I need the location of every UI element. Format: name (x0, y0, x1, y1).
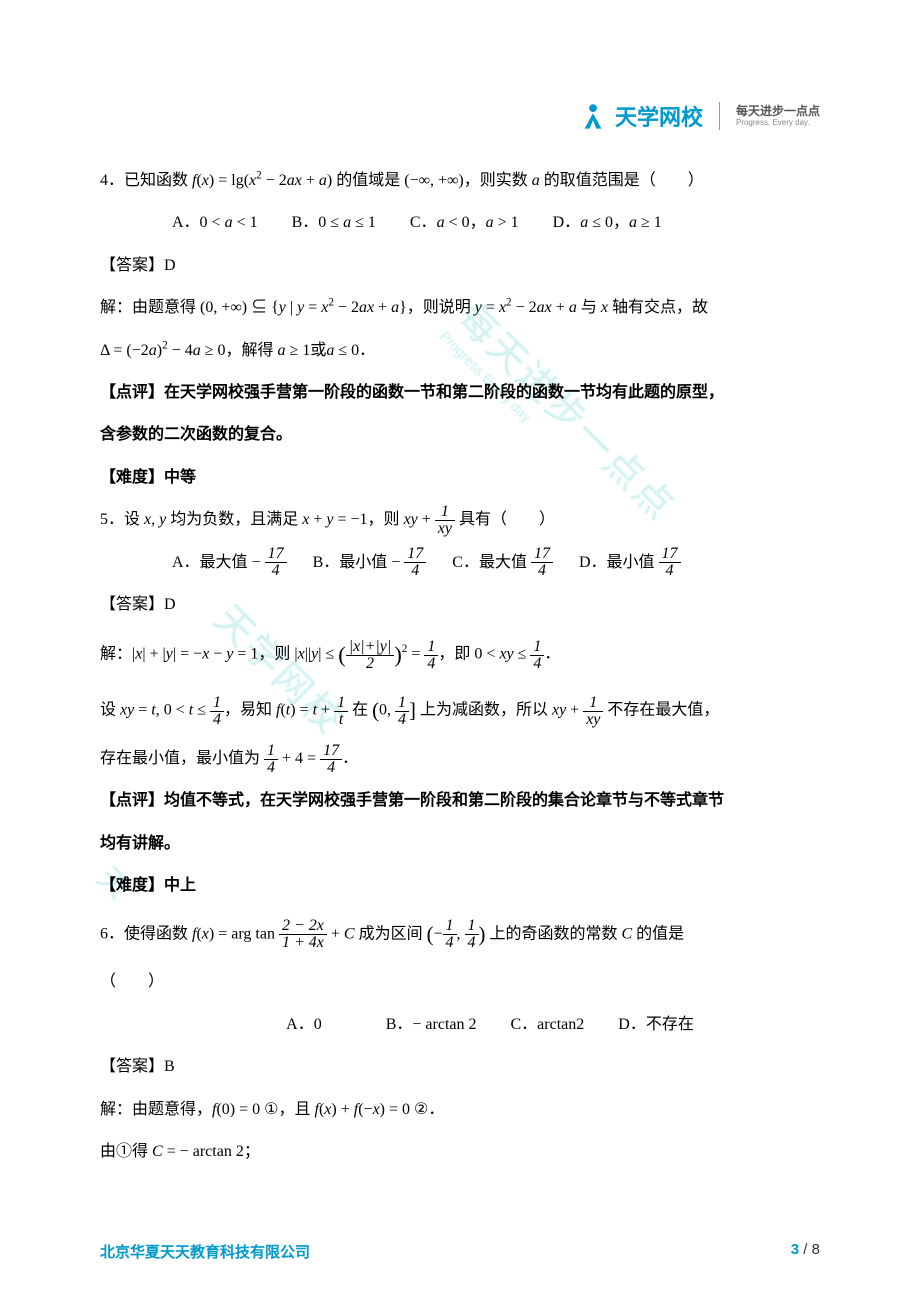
page-total: 8 (812, 1241, 820, 1258)
q4-opt-b: B．0 ≤ a ≤ 1 (292, 214, 376, 231)
q5-sol-3: 存在最小值，最小值为 14 + 4 = 174． (100, 740, 820, 778)
q6-opt-a: A．0 (286, 1016, 322, 1033)
q5-sol-2: 设 xy = t, 0 < t ≤ 14，易知 f(t) = t + 1t 在 … (100, 686, 820, 736)
q5-comment-2: 均有讲解。 (100, 825, 820, 863)
q4-sol-1: 解：由题意得 (0, +∞) ⊆ {y | y = x2 − 2ax + a}，… (100, 289, 820, 327)
q4-opt-a: A．0 < a < 1 (172, 214, 258, 231)
tagline-cn: 每天进步一点点 (736, 104, 820, 118)
q6-stem: 6．使得函数 f(x) = arg tan 2 − 2x1 + 4x + C 成… (100, 910, 820, 960)
brand-logo: 天学网校 每天进步一点点 Progress. Every day. (579, 100, 820, 132)
q5-sol-1: 解：|x| + |y| = −x − y = 1，则 |x||y| ≤ (|x|… (100, 628, 820, 682)
q5-opt-c: C．最大值 174 (452, 554, 553, 571)
q4-options: A．0 < a < 1 B．0 ≤ a ≤ 1 C．a < 0，a > 1 D．… (100, 204, 820, 242)
page-footer: 北京华夏天天教育科技有限公司 3 / 8 (100, 1241, 820, 1262)
q4-opt-d: D．a ≤ 0，a ≥ 1 (553, 214, 662, 231)
q5-comment-1: 【点评】均值不等式，在天学网校强手营第一阶段和第二阶段的集合论章节与不等式章节 (100, 782, 820, 820)
q5-stem: 5．设 x, y 均为负数，且满足 x + y = −1，则 xy + 1xy … (100, 501, 820, 539)
q6-sol-1: 解：由题意得，f(0) = 0 ①，且 f(x) + f(−x) = 0 ②． (100, 1091, 820, 1129)
tagline-en: Progress. Every day. (736, 118, 820, 128)
header-divider (719, 102, 720, 130)
logo-text: 天学网校 (615, 100, 703, 132)
q5-options: A．最大值 − 174 B．最小值 − 174 C．最大值 174 D．最小值 … (100, 544, 820, 582)
q6-blank: （ ） (100, 963, 820, 1001)
q5-difficulty: 【难度】中上 (100, 867, 820, 905)
q4-difficulty: 【难度】中等 (100, 459, 820, 497)
q5-answer: 【答案】D (100, 586, 820, 624)
q4-sol-2: Δ = (−2a)2 − 4a ≥ 0，解得 a ≥ 1或a ≤ 0． (100, 332, 820, 370)
q6-answer: 【答案】B (100, 1048, 820, 1086)
page-current: 3 (791, 1241, 799, 1258)
footer-company: 北京华夏天天教育科技有限公司 (100, 1241, 310, 1262)
tagline: 每天进步一点点 Progress. Every day. (736, 104, 820, 128)
q4-opt-c: C．a < 0，a > 1 (410, 214, 519, 231)
document-body: 4．已知函数 f(x) = lg(x2 − 2ax + a) 的值域是 (−∞,… (100, 162, 820, 1171)
q6-opt-b: B．− arctan 2 (386, 1016, 477, 1033)
q6-options: A．0 B．− arctan 2 C．arctan2 D．不存在 (100, 1006, 820, 1044)
q4-comment-2: 含参数的二次函数的复合。 (100, 416, 820, 454)
page-header: 天学网校 每天进步一点点 Progress. Every day. (100, 100, 820, 132)
q5-opt-b: B．最小值 − 174 (313, 554, 427, 571)
q4-comment-1: 【点评】在天学网校强手营第一阶段的函数一节和第二阶段的函数一节均有此题的原型， (100, 374, 820, 412)
q4-stem: 4．已知函数 f(x) = lg(x2 − 2ax + a) 的值域是 (−∞,… (100, 162, 820, 200)
q6-opt-c: C．arctan2 (511, 1016, 585, 1033)
footer-pagenum: 3 / 8 (791, 1241, 820, 1262)
q5-opt-a: A．最大值 − 174 (172, 554, 287, 571)
q6-opt-d: D．不存在 (618, 1016, 694, 1033)
logo-icon (579, 102, 607, 130)
q4-answer: 【答案】D (100, 247, 820, 285)
q6-sol-2: 由①得 C = − arctan 2； (100, 1133, 820, 1171)
q5-opt-d: D．最小值 174 (579, 554, 681, 571)
